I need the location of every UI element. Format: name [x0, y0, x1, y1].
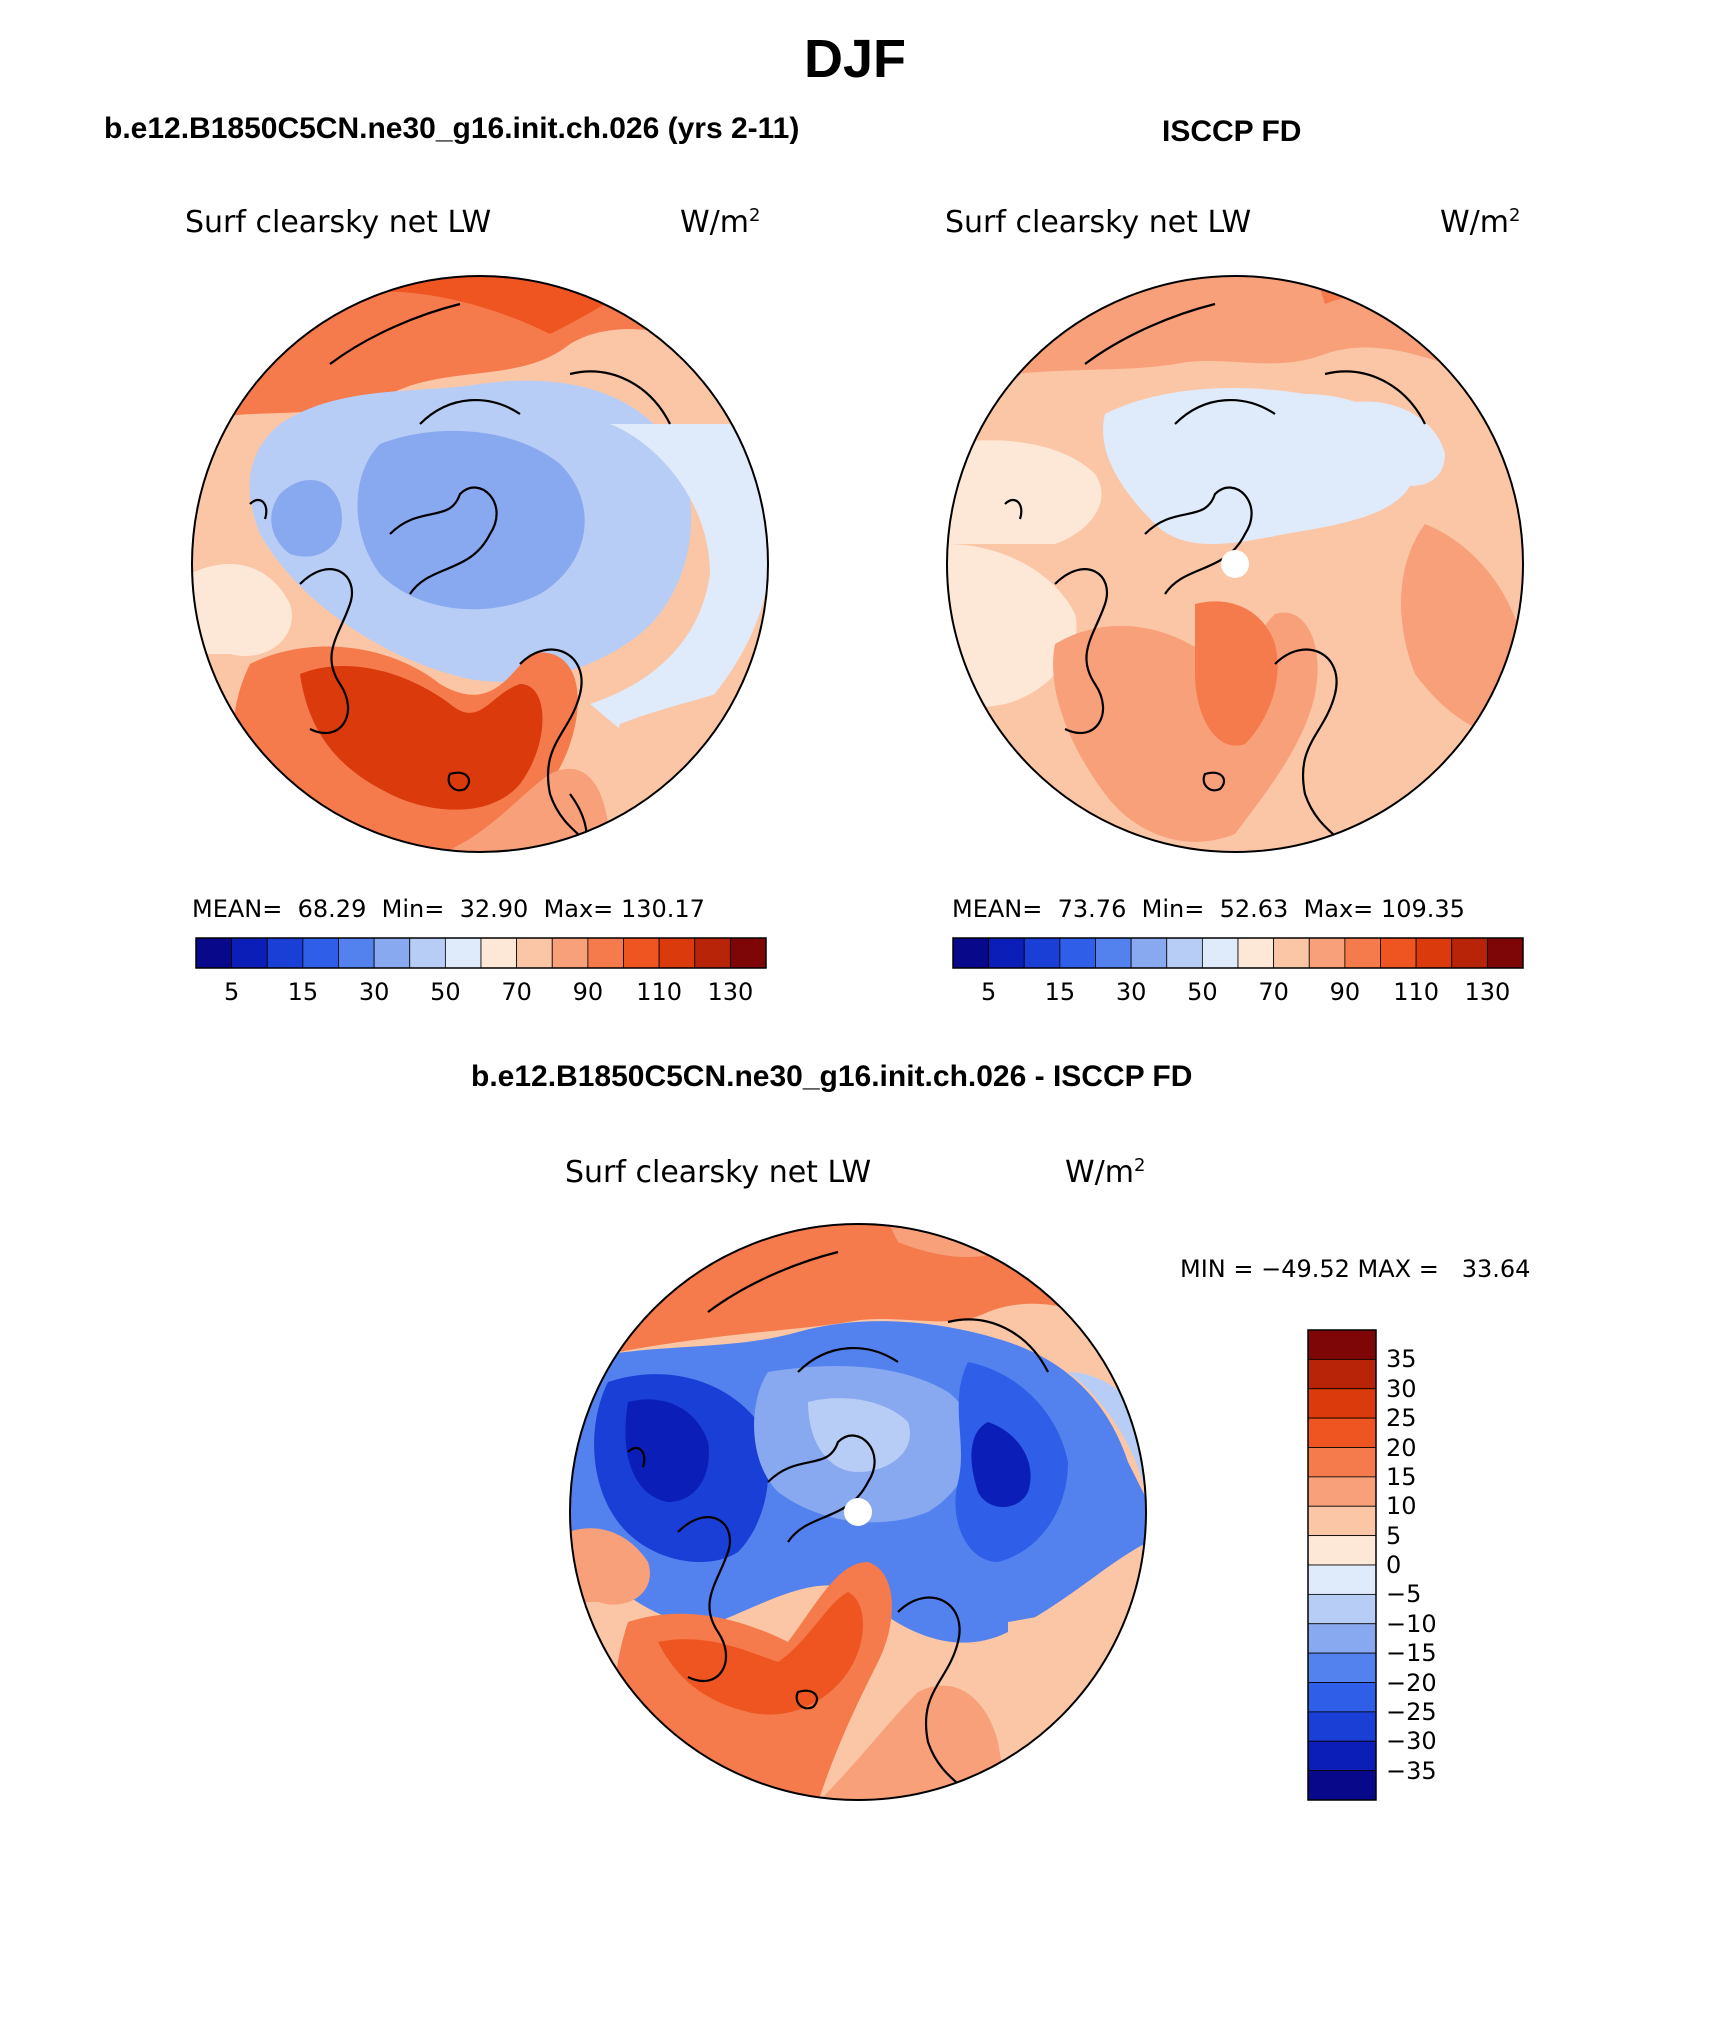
colorbar-tick-label: 30 [1115, 978, 1147, 1006]
colorbar-swatch [266, 937, 304, 969]
colorbar-swatch [1307, 1417, 1377, 1448]
diff-polar-map [569, 1223, 1147, 1801]
colorbar-tick-label: 20 [1386, 1433, 1417, 1462]
colorbar-tick-label: 35 [1386, 1345, 1417, 1374]
colorbar-swatch [1023, 937, 1061, 969]
colorbar-tick-label: 110 [1393, 978, 1440, 1006]
colorbar-swatch [1415, 937, 1453, 969]
colorbar-swatch [302, 937, 339, 969]
colorbar-swatch [1201, 937, 1239, 969]
colorbar-swatch [1344, 937, 1381, 969]
colorbar-tick-label: 5 [223, 978, 240, 1006]
colorbar-swatch [1307, 1535, 1377, 1566]
model-field-label: Surf clearsky net LW [185, 205, 492, 240]
model-case-title: b.e12.B1850C5CN.ne30_g16.init.ch.026 (yr… [104, 112, 800, 145]
colorbar-tick-label: 110 [636, 978, 683, 1006]
colorbar-swatch [231, 937, 268, 969]
colorbar-tick-label: −35 [1386, 1756, 1437, 1785]
colorbar-swatch [1380, 937, 1417, 969]
colorbar-swatch [1307, 1593, 1377, 1625]
colorbar-swatch [1307, 1505, 1377, 1537]
colorbar-tick-label: 50 [430, 978, 461, 1006]
colorbar-swatch [444, 937, 482, 969]
colorbar-tick-label: −30 [1386, 1727, 1437, 1756]
colorbar-tick-label: 15 [1386, 1462, 1417, 1491]
colorbar-tick-label: 70 [1258, 978, 1289, 1006]
colorbar-swatch [1130, 937, 1168, 969]
diff-minmax: MIN = −49.52 MAX = 33.64 [1180, 1255, 1531, 1283]
colorbar-swatch [623, 937, 660, 969]
colorbar-swatch [1059, 937, 1096, 969]
model-colorbar [195, 937, 767, 969]
colorbar-swatch [516, 937, 553, 969]
colorbar-tick-label: −15 [1386, 1639, 1437, 1668]
colorbar-swatch [338, 937, 375, 969]
colorbar-swatch [1451, 937, 1488, 969]
colorbar-swatch [1166, 937, 1203, 969]
colorbar-tick-label: −5 [1386, 1580, 1422, 1609]
colorbar-tick-label: 130 [1464, 978, 1511, 1006]
colorbar-tick-label: 90 [1329, 978, 1361, 1006]
colorbar-swatch [694, 937, 731, 969]
colorbar-tick-label: 130 [707, 978, 754, 1006]
colorbar-swatch [729, 937, 767, 969]
colorbar-swatch [1307, 1682, 1377, 1713]
colorbar-tick-label: 25 [1386, 1404, 1417, 1433]
obs-colorbar [952, 937, 1524, 969]
obs-stats: MEAN= 73.76 Min= 52.63 Max= 109.35 [952, 895, 1465, 923]
colorbar-tick-label: 70 [501, 978, 532, 1006]
colorbar-tick-label: −10 [1386, 1609, 1437, 1638]
colorbar-swatch [1307, 1652, 1377, 1683]
colorbar-tick-label: 0 [1386, 1551, 1402, 1579]
colorbar-swatch [195, 937, 233, 969]
colorbar-swatch [1307, 1623, 1377, 1654]
colorbar-tick-label: 30 [358, 978, 390, 1006]
colorbar-tick-label: 30 [1386, 1374, 1417, 1403]
obs-units-label: W/m2 [1440, 205, 1521, 240]
colorbar-swatch [1486, 937, 1524, 969]
colorbar-tick-label: 90 [572, 978, 604, 1006]
colorbar-swatch [551, 937, 589, 969]
obs-case-title: ISCCP FD [1162, 115, 1302, 148]
model-stats: MEAN= 68.29 Min= 32.90 Max= 130.17 [192, 895, 705, 923]
colorbar-tick-label: −20 [1386, 1668, 1437, 1697]
obs-polar-map [946, 275, 1524, 853]
colorbar-swatch [373, 937, 411, 969]
model-polar-map [191, 275, 769, 853]
colorbar-swatch [1095, 937, 1132, 969]
obs-field-label: Surf clearsky net LW [945, 205, 1252, 240]
colorbar-tick-label: 15 [1044, 978, 1076, 1006]
colorbar-swatch [409, 937, 446, 969]
colorbar-tick-label: 5 [980, 978, 997, 1006]
diff-field-label: Surf clearsky net LW [565, 1155, 872, 1190]
colorbar-tick-label: −25 [1386, 1697, 1437, 1726]
colorbar-swatch [1307, 1388, 1377, 1419]
diff-case-title: b.e12.B1850C5CN.ne30_g16.init.ch.026 - I… [471, 1060, 1193, 1093]
colorbar-tick-label: 15 [287, 978, 319, 1006]
colorbar-swatch [1307, 1770, 1377, 1801]
colorbar-swatch [1237, 937, 1275, 969]
colorbar-swatch [1307, 1476, 1377, 1507]
colorbar-swatch [1307, 1740, 1377, 1772]
colorbar-tick-label: 5 [1386, 1521, 1402, 1550]
colorbar-swatch [1308, 937, 1346, 969]
colorbar-swatch [1307, 1711, 1377, 1742]
diff-colorbar [1307, 1329, 1377, 1801]
figure-title: DJF [803, 29, 906, 89]
colorbar-swatch [1307, 1358, 1377, 1390]
diff-units-label: W/m2 [1065, 1155, 1146, 1190]
colorbar-swatch [1307, 1447, 1377, 1478]
colorbar-swatch [587, 937, 624, 969]
colorbar-swatch [1273, 937, 1310, 969]
colorbar-swatch [1307, 1564, 1377, 1595]
colorbar-swatch [480, 937, 518, 969]
colorbar-tick-label: 10 [1386, 1492, 1417, 1521]
colorbar-swatch [658, 937, 696, 969]
colorbar-swatch [1307, 1329, 1377, 1360]
colorbar-swatch [952, 937, 990, 969]
model-units-label: W/m2 [680, 205, 761, 240]
colorbar-swatch [988, 937, 1025, 969]
colorbar-tick-label: 50 [1187, 978, 1218, 1006]
